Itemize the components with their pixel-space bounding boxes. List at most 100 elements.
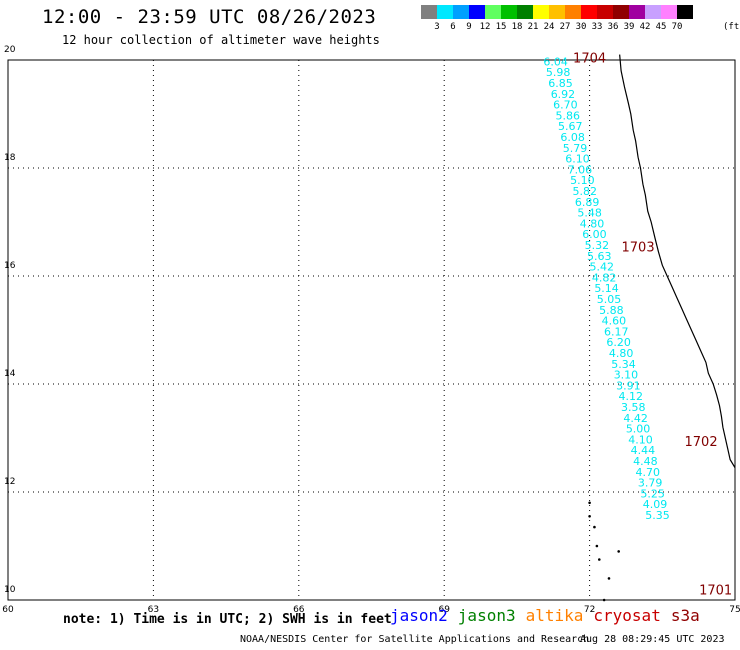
swh-value-label: 6.89 xyxy=(575,196,600,209)
satellite-cryosat: cryosat xyxy=(593,606,661,625)
swh-value-label: 4.80 xyxy=(609,347,634,360)
swh-value-label: 5.10 xyxy=(570,174,595,187)
map-subtitle: 12 hour collection of altimeter wave hei… xyxy=(62,33,380,47)
swh-value-label: 4.70 xyxy=(636,466,661,479)
pass-number-label: 1701 xyxy=(699,584,732,599)
longitude-tick-label: 72 xyxy=(584,605,595,615)
legend-label: 39 xyxy=(623,22,635,32)
swh-value-label: 5.32 xyxy=(585,239,610,252)
swh-value-label: 6.04 xyxy=(543,55,568,68)
swh-value-label: 6.70 xyxy=(553,99,578,112)
swh-value-label: 5.82 xyxy=(573,185,598,198)
swh-value-label: 4.10 xyxy=(628,433,653,446)
legend-label: 21 xyxy=(527,22,539,32)
longitude-tick-label: 75 xyxy=(729,605,740,615)
legend-swatch-3 xyxy=(469,5,485,19)
legend-swatch-2 xyxy=(453,5,469,19)
swh-value-label: 6.85 xyxy=(548,77,573,90)
swh-value-label: 6.00 xyxy=(582,228,607,241)
swh-value-label: 6.20 xyxy=(606,336,631,349)
longitude-tick-label: 60 xyxy=(2,605,14,615)
island xyxy=(595,544,599,548)
latitude-tick-label: 16 xyxy=(4,261,16,271)
generated-timestamp: Aug 28 08:29:45 UTC 2023 xyxy=(580,634,725,645)
legend-swatch-1 xyxy=(437,5,453,19)
longitude-tick-label: 69 xyxy=(438,605,450,615)
legend-label: 27 xyxy=(559,22,571,32)
legend-swatch-12 xyxy=(613,5,629,19)
swh-value-label: 5.14 xyxy=(594,282,619,295)
legend-swatch-7 xyxy=(533,5,549,19)
swh-value-label: 5.05 xyxy=(597,293,622,306)
swh-value-label: 6.17 xyxy=(604,325,629,338)
legend-swatch-5 xyxy=(501,5,517,19)
legend-swatch-11 xyxy=(597,5,613,19)
swh-value-label: 5.63 xyxy=(587,250,612,263)
legend-swatch-16 xyxy=(677,5,693,19)
satellite-key: jason2 jason3 altika cryosat s3a xyxy=(390,606,710,625)
legend-label: 45 xyxy=(655,22,667,32)
legend-label: 3 xyxy=(434,22,440,32)
swh-value-label: 4.48 xyxy=(633,455,658,468)
satellite-jason2: jason2 xyxy=(390,606,448,625)
swh-value-label: 3.58 xyxy=(621,401,646,414)
swh-value-label: 3.10 xyxy=(614,369,639,382)
swh-value-label: 3.91 xyxy=(616,379,641,392)
legend-label: 15 xyxy=(495,22,507,32)
coastline xyxy=(619,54,736,469)
satellite-jason3: jason3 xyxy=(457,606,516,625)
legend-label: 6 xyxy=(450,22,456,32)
map-title: 12:00 - 23:59 UTC 08/26/2023 xyxy=(42,6,377,28)
island xyxy=(597,558,601,561)
swh-value-label: 4.42 xyxy=(623,412,648,425)
latitude-tick-label: 14 xyxy=(4,369,16,379)
legend-swatch-14 xyxy=(645,5,661,19)
legend-swatch-4 xyxy=(485,5,501,19)
satellite-altika: altika xyxy=(525,606,584,625)
legend-swatch-9 xyxy=(565,5,581,19)
island xyxy=(588,515,591,518)
satellite-s3a: s3a xyxy=(670,606,700,625)
footer-note: note: 1) Time is in UTC; 2) SWH is in fe… xyxy=(63,612,392,627)
pass-number-label: 1704 xyxy=(573,52,606,67)
island xyxy=(593,525,596,529)
swh-value-label: 5.42 xyxy=(589,261,614,274)
swh-value-label: 4.12 xyxy=(619,390,644,403)
legend-label: 42 xyxy=(639,22,651,32)
swh-value-label: 5.67 xyxy=(558,120,583,133)
swh-value-label: 5.79 xyxy=(563,142,588,155)
swh-value-label: 5.00 xyxy=(626,423,651,436)
swh-value-label: 5.48 xyxy=(577,207,602,220)
legend-swatch-0 xyxy=(421,5,437,19)
legend-label: 33 xyxy=(591,22,603,32)
longitude-tick-label: 63 xyxy=(148,605,159,615)
credit-line: NOAA/NESDIS Center for Satellite Applica… xyxy=(240,634,590,645)
swh-value-label: 5.98 xyxy=(546,66,571,79)
island xyxy=(607,577,611,580)
legend-color-bar xyxy=(421,5,693,19)
legend-label: 36 xyxy=(607,22,619,32)
latitude-tick-label: 18 xyxy=(4,153,16,163)
legend-swatch-13 xyxy=(629,5,645,19)
swh-value-label: 3.79 xyxy=(638,477,663,490)
swh-value-label: 5.25 xyxy=(640,487,665,500)
longitude-tick-label: 66 xyxy=(293,605,305,615)
swh-value-label: 5.34 xyxy=(611,358,636,371)
legend-swatch-15 xyxy=(661,5,677,19)
legend-label: 12 xyxy=(479,22,491,32)
latitude-tick-label: 20 xyxy=(4,45,16,55)
pass-number-label: 1703 xyxy=(622,241,655,256)
swh-value-label: 5.86 xyxy=(556,109,581,122)
legend-swatch-6 xyxy=(517,5,533,19)
legend-label: 70 xyxy=(671,22,683,32)
pass-number-label: 1702 xyxy=(685,435,718,450)
swh-value-label: 7.06 xyxy=(568,163,593,176)
island xyxy=(602,598,606,602)
swh-value-label: 4.60 xyxy=(602,315,627,328)
island xyxy=(588,501,591,505)
legend-swatch-8 xyxy=(549,5,565,19)
legend-label: 9 xyxy=(466,22,472,32)
legend-labels: 3 6 9 12 15 18 21 24 27 30 33 36 39 42 45 70 xyxy=(421,22,693,34)
